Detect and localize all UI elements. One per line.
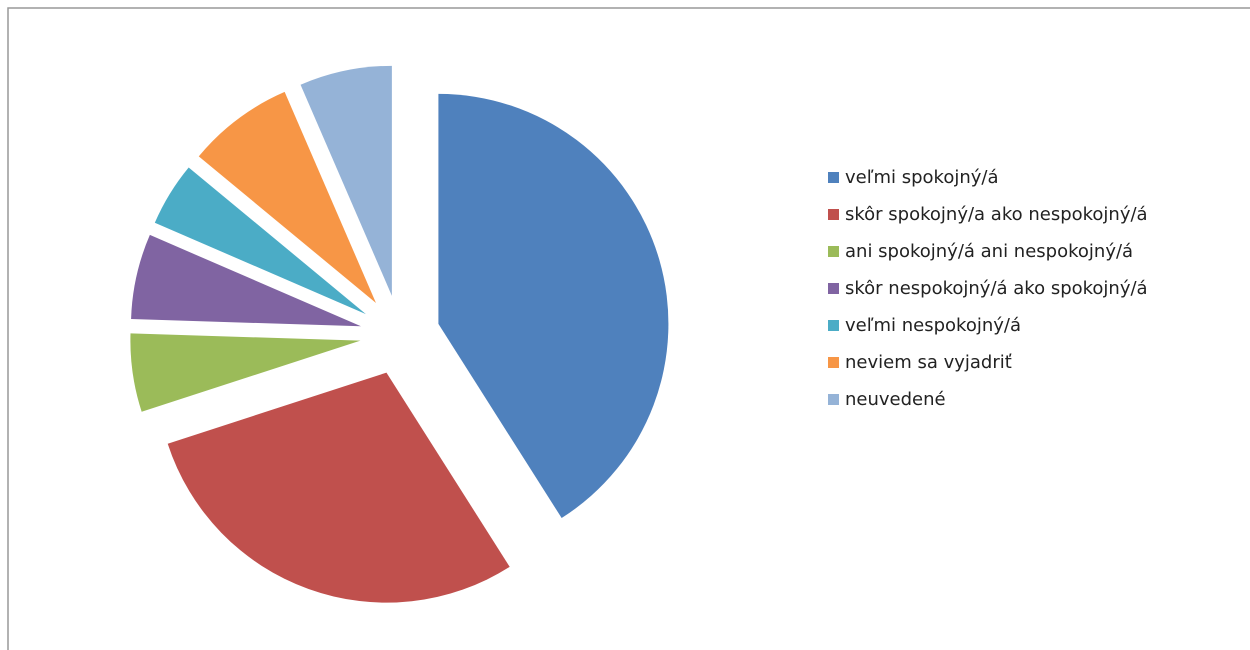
pie-slice: [167, 372, 510, 603]
legend-swatch: [828, 357, 839, 368]
legend-swatch: [828, 246, 839, 257]
pie-slice: [130, 333, 361, 412]
legend-swatch: [828, 283, 839, 294]
legend-label: neviem sa vyjadriť: [845, 352, 1012, 373]
legend-label: neuvedené: [845, 389, 946, 410]
legend-swatch: [828, 209, 839, 220]
pie-slice: [154, 167, 366, 315]
legend-label: ani spokojný/á ani nespokojný/á: [845, 241, 1133, 262]
chart-frame: [7, 7, 1250, 650]
pie-slice: [131, 234, 361, 327]
legend-swatch: [828, 320, 839, 331]
pie-slice: [300, 65, 392, 296]
legend-label: veľmi spokojný/á: [845, 167, 999, 188]
legend-swatch: [828, 394, 839, 405]
legend-label: veľmi nespokojný/á: [845, 315, 1021, 336]
pie-slice: [438, 93, 669, 519]
legend-swatch: [828, 172, 839, 183]
legend-label: skôr spokojný/a ako nespokojný/á: [845, 204, 1148, 225]
legend-label: skôr nespokojný/á ako spokojný/á: [845, 278, 1148, 299]
pie-slice: [198, 91, 376, 304]
